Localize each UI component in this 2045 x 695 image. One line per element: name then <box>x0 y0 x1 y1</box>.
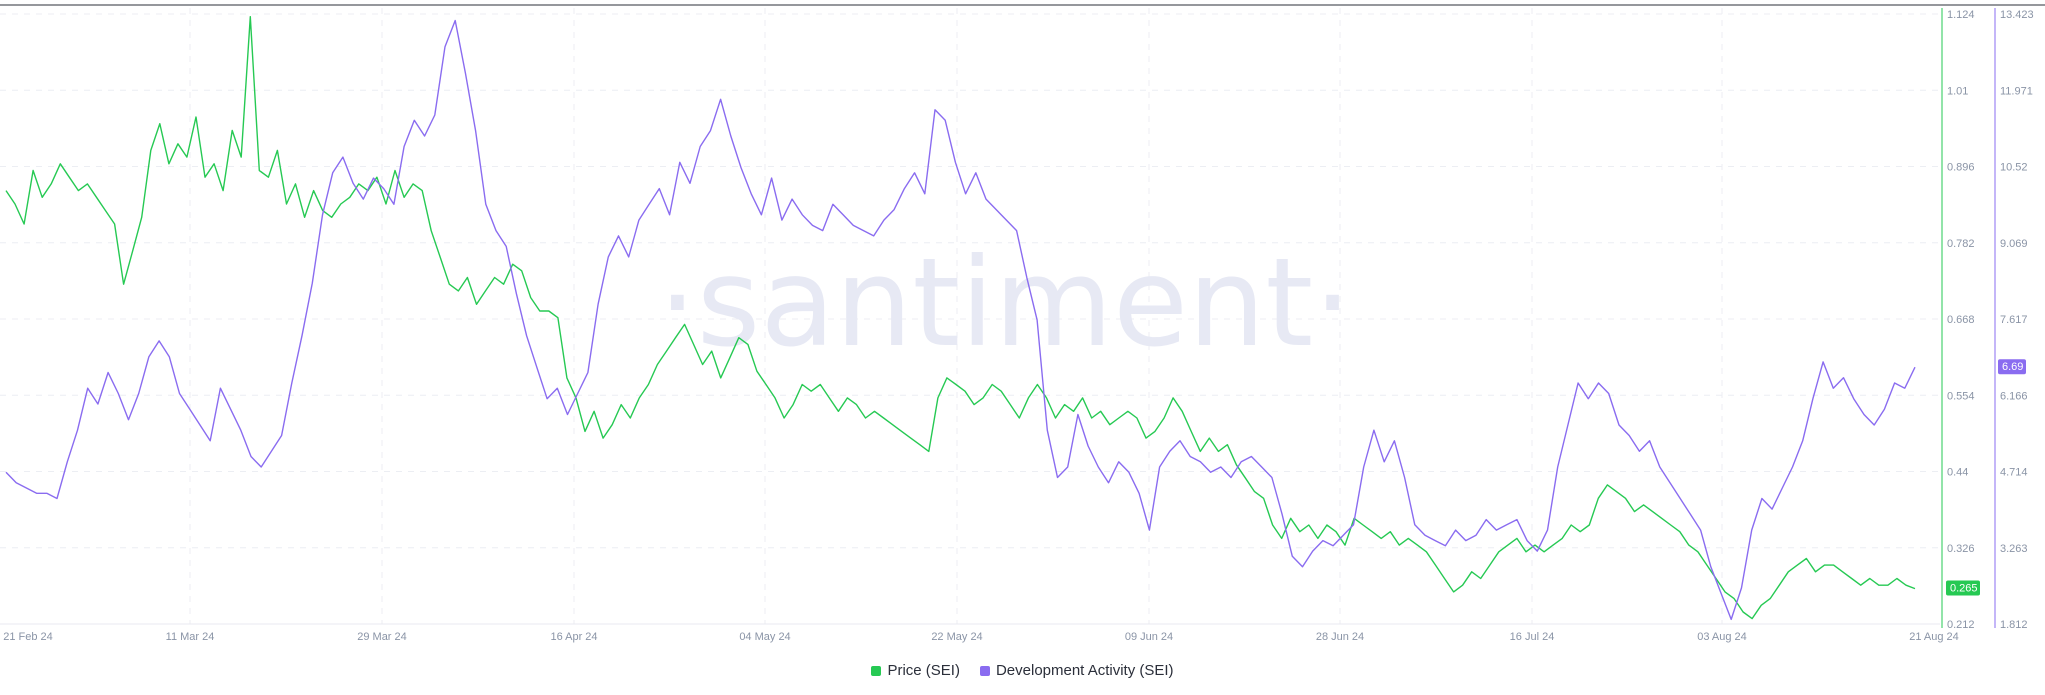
x-tick-label: 16 Apr 24 <box>550 631 597 643</box>
dev-tick-label: 9.069 <box>2000 238 2028 250</box>
legend-item-price[interactable]: Price (SEI) <box>871 662 960 679</box>
dev-tick-label: 6.166 <box>2000 390 2028 402</box>
dev-current-badge: 6.69 <box>1998 359 2026 375</box>
price-tick-label: 1.124 <box>1947 9 1975 21</box>
price-tick-label: 0.212 <box>1947 619 1975 631</box>
dev-tick-label: 1.812 <box>2000 619 2028 631</box>
x-tick-label: 03 Aug 24 <box>1697 631 1747 643</box>
price-tick-label: 0.554 <box>1947 390 1975 402</box>
price-tick-label: 0.782 <box>1947 238 1975 250</box>
dev-tick-label: 3.263 <box>2000 543 2028 555</box>
x-tick-label: 11 Mar 24 <box>166 631 215 643</box>
dev-swatch-icon <box>979 665 990 676</box>
badge-value: 0.265 <box>1950 583 1978 595</box>
x-axis-ticks: 21 Feb 24 11 Mar 24 29 Mar 24 16 Apr 24 04 M… <box>3 631 1959 643</box>
dev-tick-label: 10.52 <box>2000 162 2028 174</box>
chart: ·santiment· 21 Feb 24 11 Mar 24 29 Mar 24 1… <box>0 4 2045 643</box>
dev-tick-label: 4.714 <box>2000 467 2028 479</box>
price-tick-label: 0.44 <box>1947 467 1968 479</box>
x-tick-label: 04 May 24 <box>739 631 790 643</box>
price-axis-ticks: 1.124 1.01 0.896 0.782 0.668 0.554 0.44 0.326 0.… <box>1947 9 1975 631</box>
current-value-badges: 0.265 6.69 <box>1946 359 2026 596</box>
dev-tick-label: 7.617 <box>2000 314 2028 326</box>
price-current-badge: 0.265 <box>1946 580 1980 596</box>
legend: Price (SEI) Development Activity (SEI) <box>0 662 2045 679</box>
legend-price-label: Price (SEI) <box>887 662 960 679</box>
dev-tick-label: 11.971 <box>2000 85 2033 97</box>
x-tick-label: 21 Feb 24 <box>3 631 53 643</box>
x-tick-label: 28 Jun 24 <box>1316 631 1364 643</box>
x-tick-label: 21 Aug 24 <box>1909 631 1959 643</box>
legend-dev-label: Development Activity (SEI) <box>995 662 1174 679</box>
dev-tick-label: 13.423 <box>2000 9 2034 21</box>
x-tick-label: 09 Jun 24 <box>1125 631 1173 643</box>
badge-bg <box>1998 359 2026 375</box>
badge-value: 6.69 <box>2002 361 2023 373</box>
price-swatch-icon <box>871 665 882 676</box>
dev-axis-ticks: 13.423 11.971 10.52 9.069 7.617 6.166 4.714 3.2… <box>2000 9 2034 631</box>
plot-lines <box>5 16 1916 621</box>
price-tick-label: 0.326 <box>1947 543 1975 555</box>
price-line[interactable] <box>5 16 1916 620</box>
price-tick-label: 0.896 <box>1947 162 1975 174</box>
x-tick-label: 16 Jul 24 <box>1510 631 1555 643</box>
x-tick-label: 29 Mar 24 <box>357 631 407 643</box>
dev-activity-line[interactable] <box>5 19 1916 621</box>
price-tick-label: 1.01 <box>1947 85 1968 97</box>
price-tick-label: 0.668 <box>1947 314 1975 326</box>
santiment-watermark: ·santiment· <box>658 232 1352 374</box>
x-tick-label: 22 May 24 <box>931 631 982 643</box>
legend-item-dev[interactable]: Development Activity (SEI) <box>979 662 1174 679</box>
badge-bg <box>1946 580 1980 596</box>
